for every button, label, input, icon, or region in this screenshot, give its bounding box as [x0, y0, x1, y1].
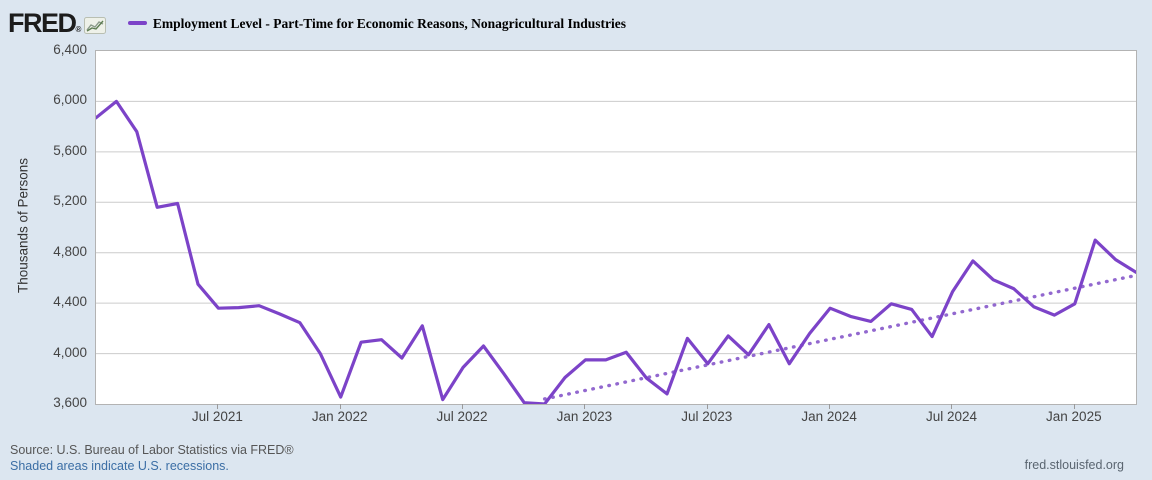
x-tick-mark — [951, 404, 953, 409]
plot-area[interactable] — [95, 50, 1137, 405]
y-tick-label: 6,000 — [53, 92, 87, 108]
x-tick-mark — [1073, 404, 1075, 409]
x-tick-label: Jul 2022 — [436, 409, 488, 424]
y-tick-label: 4,800 — [53, 243, 87, 259]
recessions-link[interactable]: Shaded areas indicate U.S. recessions. — [10, 459, 229, 473]
chart-header: FRED® Employment Level - Part-Time for E… — [8, 6, 626, 40]
x-tick-mark — [706, 404, 708, 409]
x-tick-label: Jan 2024 — [801, 409, 857, 424]
y-tick-label: 6,400 — [53, 42, 87, 57]
y-tick-label: 3,600 — [53, 395, 87, 410]
site-link: fred.stlouisfed.org — [1024, 458, 1124, 472]
y-tick-label: 4,400 — [53, 294, 87, 310]
x-tick-label: Jul 2024 — [925, 409, 977, 424]
sparkline-chart-icon — [83, 16, 106, 34]
x-tick-mark — [829, 404, 831, 409]
registered-mark: ® — [75, 24, 82, 34]
y-tick-label: 5,600 — [53, 142, 87, 158]
x-tick-label: Jan 2022 — [311, 409, 368, 424]
trend-line — [542, 273, 1136, 401]
y-tick-label: 5,200 — [53, 193, 87, 209]
x-tick-mark — [339, 404, 341, 409]
x-tick-mark — [584, 404, 586, 409]
fred-logo[interactable]: FRED® — [8, 7, 82, 38]
series-legend-swatch — [127, 21, 147, 25]
series-title: Employment Level - Part-Time for Economi… — [152, 15, 626, 31]
x-tick-label: Jan 2023 — [556, 409, 613, 424]
x-tick-label: Jul 2023 — [681, 409, 733, 424]
source-text: Source: U.S. Bureau of Labor Statistics … — [10, 443, 294, 457]
y-axis-title: Thousands of Persons — [15, 157, 31, 294]
x-tick-mark — [462, 404, 464, 409]
x-tick-label: Jul 2021 — [191, 409, 243, 424]
x-tick-label: Jan 2025 — [1046, 409, 1102, 424]
y-tick-label: 4,000 — [53, 344, 87, 360]
employment-series-line[interactable] — [96, 99, 1136, 404]
line-chart-svg[interactable] — [96, 51, 1136, 404]
x-tick-mark — [217, 404, 219, 409]
